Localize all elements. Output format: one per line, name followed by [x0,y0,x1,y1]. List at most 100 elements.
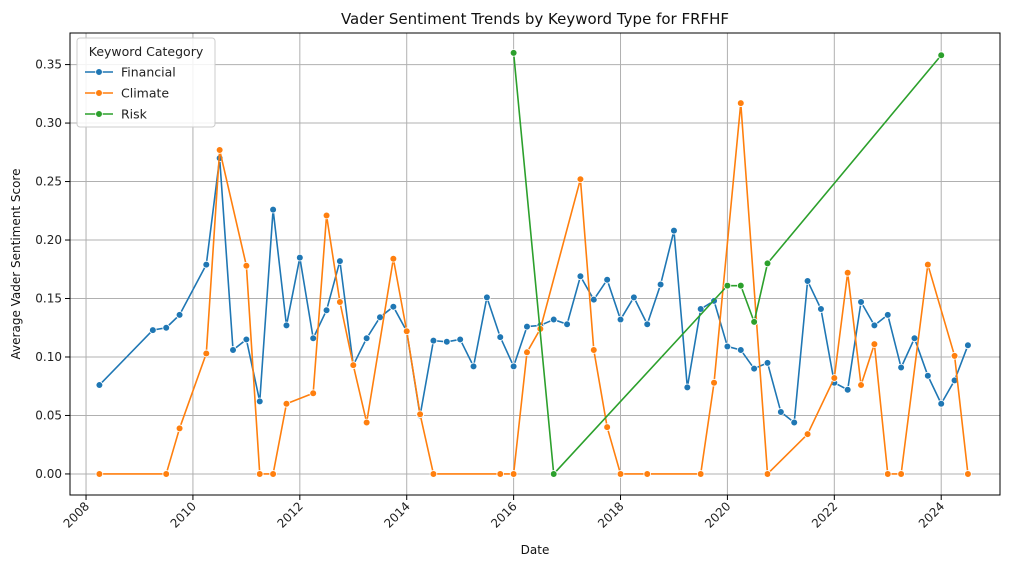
data-point-climate [416,410,424,419]
data-point-financial [670,226,678,235]
data-point-financial [964,341,972,350]
legend-label-climate: Climate [121,86,169,101]
chart-title: Vader Sentiment Trends by Keyword Type f… [341,10,729,28]
data-point-financial [469,362,478,371]
plot-background [70,33,1000,495]
data-point-financial [322,306,331,315]
data-point-climate [336,298,344,306]
data-point-financial [549,315,558,324]
data-point-financial [616,315,625,324]
data-point-financial [282,321,291,330]
data-point-financial [696,305,705,313]
series-risk [509,49,946,478]
y-tick-label: 0.05 [35,408,62,422]
data-point-climate [763,470,772,478]
data-point-climate [255,470,264,478]
y-axis-label: Average Vader Sentiment Score [9,169,23,360]
data-point-financial [509,362,518,371]
data-point-financial [229,346,237,354]
y-tick-label: 0.25 [35,175,62,189]
data-point-climate [162,470,171,478]
data-point-climate [883,470,892,478]
data-point-climate [830,374,839,382]
legend-marker-financial [95,68,103,76]
data-point-financial [309,334,317,343]
data-point-climate [496,470,505,478]
data-point-climate [215,146,224,154]
series-layer [95,49,972,478]
data-point-climate [429,470,438,478]
data-point-financial [162,323,171,332]
series-line-financial [98,157,969,424]
data-point-climate [389,254,398,263]
series-climate [95,99,972,478]
data-point-risk [723,281,732,290]
data-point-risk [736,281,745,290]
data-point-climate [362,418,371,427]
y-tick-label: 0.10 [35,350,62,364]
data-point-financial [643,320,652,329]
data-point-climate [402,327,411,336]
data-point-financial [897,363,905,372]
data-point-climate [616,470,625,478]
data-point-climate [175,424,184,433]
data-point-financial [269,205,277,214]
data-point-financial [389,302,398,311]
data-point-financial [763,359,772,367]
data-point-financial [296,253,304,262]
data-point-financial [255,397,264,406]
legend-label-financial: Financial [121,65,176,80]
data-point-financial [790,418,799,427]
data-point-climate [696,470,705,478]
data-point-climate [282,399,291,408]
data-point-financial [723,342,732,351]
data-point-financial [95,381,104,389]
data-point-climate [523,348,531,357]
legend: Keyword Category Financial Climate Risk [76,37,216,128]
data-point-financial [857,298,865,306]
data-point-financial [910,334,919,343]
data-point-risk [509,49,518,57]
data-point-financial [656,280,665,289]
legend-title: Keyword Category [89,44,204,59]
data-point-financial [429,336,438,345]
data-point-financial [870,321,879,330]
data-point-risk [549,470,558,478]
data-point-risk [750,318,758,326]
data-point-climate [95,470,104,478]
data-point-financial [496,333,505,341]
data-point-climate [924,260,932,269]
data-point-financial [589,295,598,304]
grid [70,33,1000,495]
data-point-climate [643,470,652,478]
data-point-climate [322,211,331,220]
data-point-climate [964,470,972,478]
data-point-financial [456,335,464,344]
data-point-financial [376,313,384,322]
data-point-financial [523,322,531,331]
data-point-financial [777,408,785,416]
data-point-financial [937,399,946,408]
data-point-climate [242,261,251,270]
data-point-financial [175,311,184,319]
data-point-climate [202,349,211,358]
data-point-financial [483,293,491,302]
data-point-climate [870,340,879,348]
data-point-climate [576,175,585,184]
y-tick-label: 0.30 [35,116,62,130]
data-point-financial [149,326,157,334]
data-point-climate [309,389,317,398]
y-tick-label: 0.15 [35,292,62,306]
legend-entries: Financial Climate Risk [85,65,176,122]
data-point-risk [937,51,946,60]
data-point-financial [683,383,692,392]
data-point-financial [630,293,638,302]
legend-label-risk: Risk [121,107,148,122]
legend-marker-climate [95,89,103,97]
legend-marker-risk [95,110,103,118]
data-point-financial [242,335,251,344]
data-point-financial [202,260,211,269]
data-point-financial [803,277,812,285]
data-point-climate [803,430,812,438]
